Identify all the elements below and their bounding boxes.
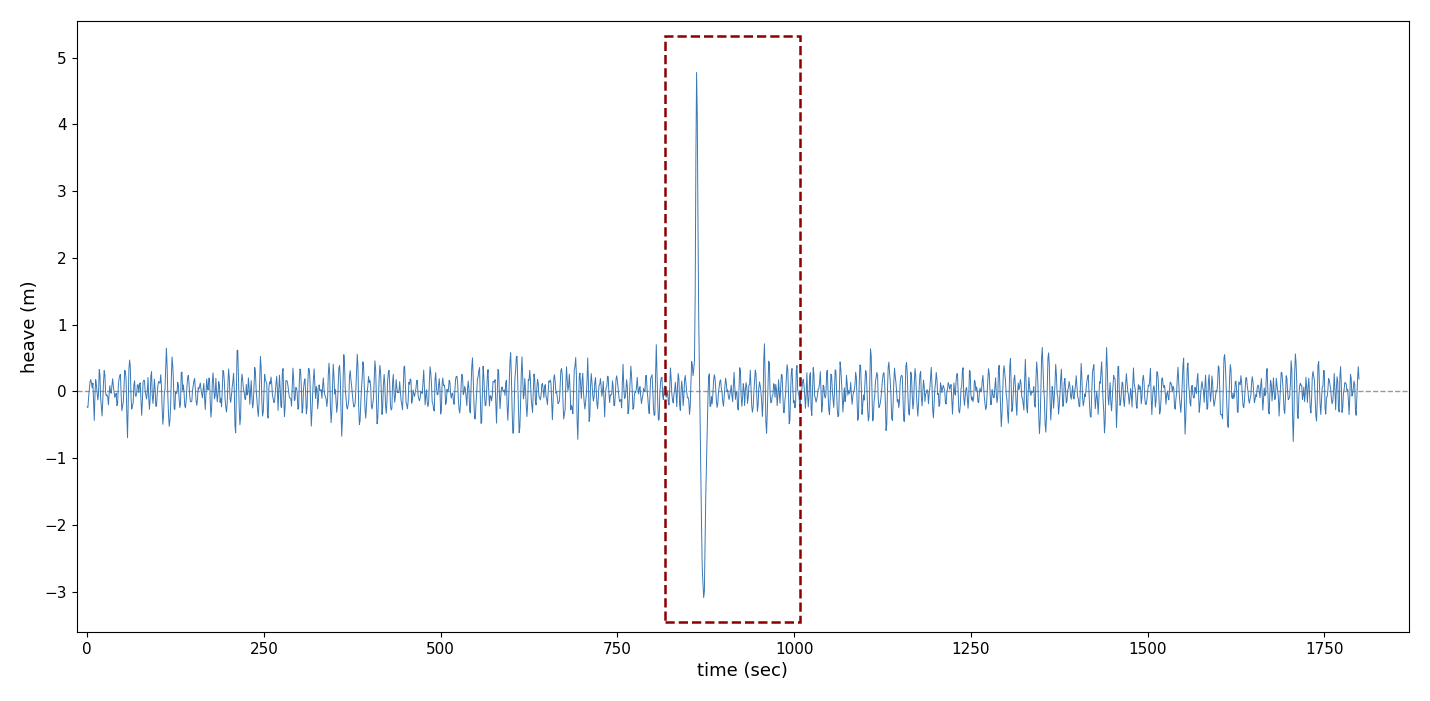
X-axis label: time (sec): time (sec): [698, 662, 788, 680]
Bar: [665, 36, 799, 622]
Y-axis label: heave (m): heave (m): [21, 280, 39, 373]
